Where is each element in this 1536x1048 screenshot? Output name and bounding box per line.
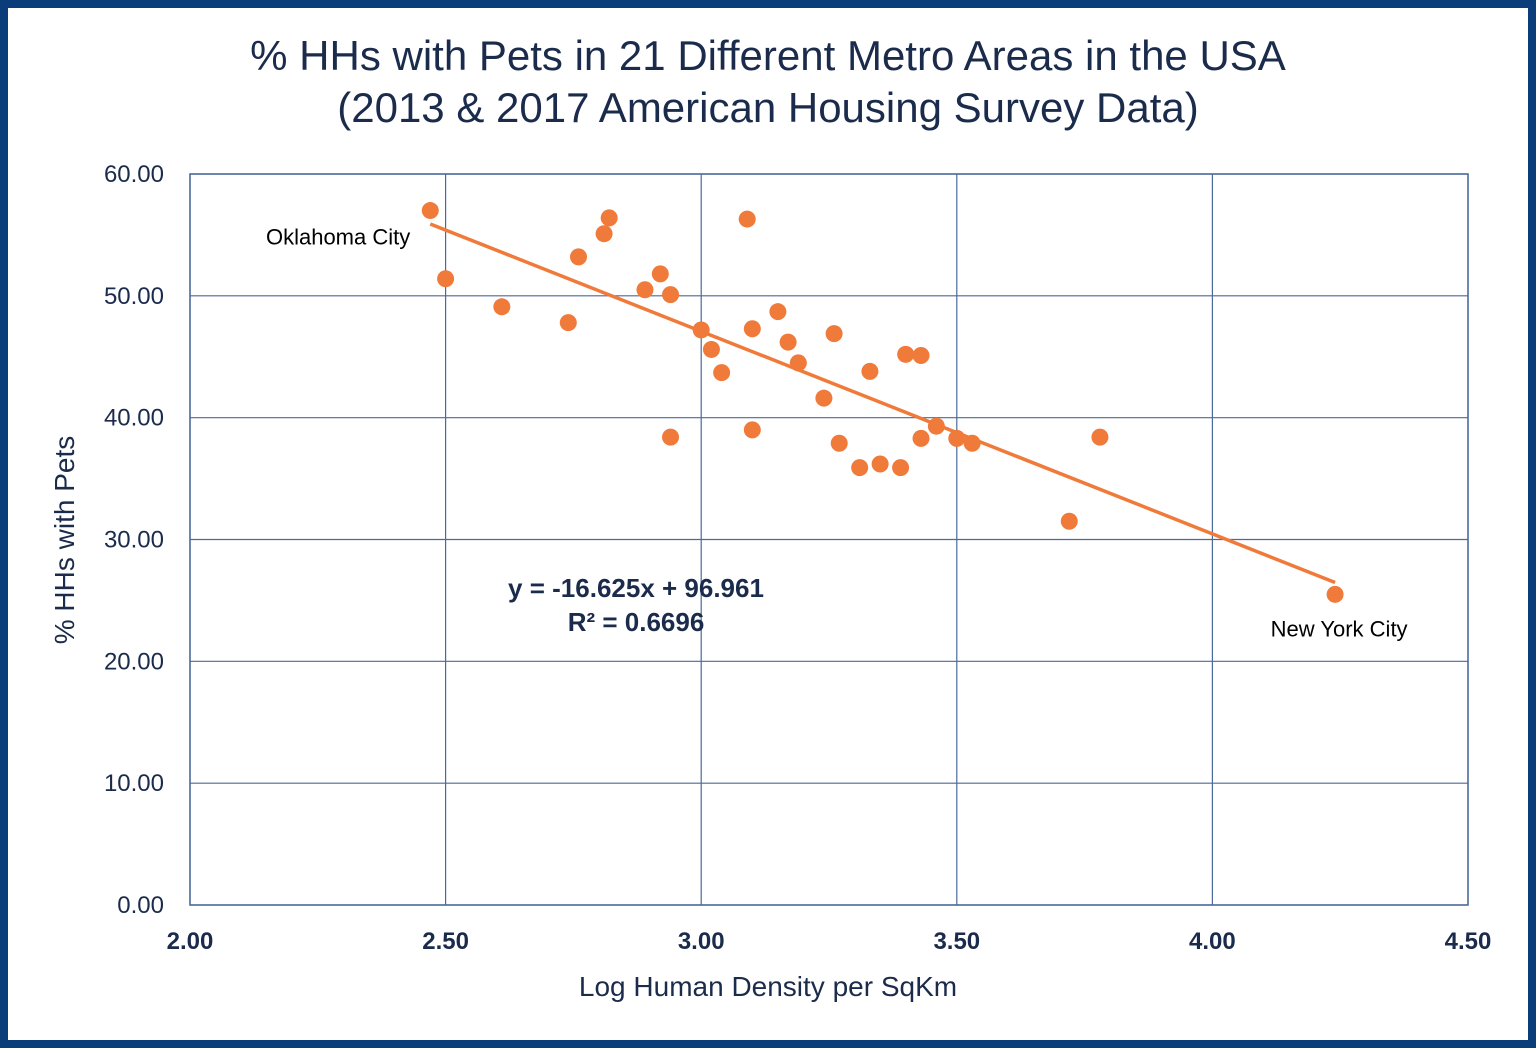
y-tick-label: 20.00 — [104, 648, 164, 675]
data-point — [493, 298, 511, 316]
data-point — [927, 417, 945, 435]
trendline-equation: y = -16.625x + 96.961 — [508, 573, 764, 603]
trendline-r-squared: R² = 0.6696 — [568, 607, 705, 637]
data-point — [789, 354, 807, 372]
data-point — [963, 434, 981, 452]
y-tick-label: 10.00 — [104, 770, 164, 797]
x-tick-label: 4.50 — [1445, 928, 1492, 955]
y-tick-labels: 0.00 10.00 20.00 30.00 40.00 50.00 60.00 — [104, 161, 164, 919]
chart-title-block: % HHs with Pets in 21 Different Metro Ar… — [0, 30, 1536, 134]
x-tick-label: 2.50 — [422, 928, 469, 955]
data-point — [559, 314, 577, 332]
data-point — [1060, 512, 1078, 530]
data-point — [570, 248, 588, 266]
x-tick-label: 3.00 — [678, 928, 725, 955]
y-tick-label: 30.00 — [104, 527, 164, 554]
data-point — [825, 325, 843, 343]
data-point — [421, 202, 439, 220]
data-point — [713, 364, 731, 382]
annotation-label: New York City — [1271, 616, 1408, 641]
x-tick-label: 3.50 — [933, 928, 980, 955]
data-point — [743, 320, 761, 338]
data-point — [692, 321, 710, 339]
data-points — [421, 202, 1344, 603]
y-tick-label: 40.00 — [104, 405, 164, 432]
chart-frame — [8, 8, 1528, 1040]
data-point — [651, 265, 669, 283]
y-axis-label: % HHs with Pets — [49, 436, 80, 645]
chart-title: % HHs with Pets in 21 Different Metro Ar… — [250, 32, 1286, 79]
x-tick-label: 2.00 — [167, 928, 214, 955]
data-point — [912, 429, 930, 447]
y-tick-label: 50.00 — [104, 283, 164, 310]
chart-subtitle: (2013 & 2017 American Housing Survey Dat… — [337, 84, 1199, 131]
data-point — [769, 303, 787, 321]
data-point — [600, 209, 618, 227]
data-point — [437, 270, 455, 288]
data-point — [702, 340, 720, 358]
data-point — [738, 210, 756, 228]
point-annotations: Oklahoma City New York City — [266, 225, 1408, 642]
data-point — [1091, 428, 1109, 446]
data-point — [861, 362, 879, 380]
annotation-label: Oklahoma City — [266, 225, 410, 250]
data-point — [871, 455, 889, 473]
data-point — [897, 345, 915, 363]
x-axis-label: Log Human Density per SqKm — [579, 971, 957, 1002]
data-point — [743, 421, 761, 439]
data-point — [595, 225, 613, 243]
y-tick-label: 60.00 — [104, 161, 164, 188]
data-point — [1326, 585, 1344, 603]
data-point — [662, 428, 680, 446]
data-point — [851, 459, 869, 477]
data-point — [948, 429, 966, 447]
x-tick-labels: 2.00 2.50 3.00 3.50 4.00 4.50 — [167, 928, 1492, 955]
data-point — [815, 389, 833, 407]
data-point — [636, 281, 654, 299]
trendline — [429, 222, 1336, 585]
data-point — [779, 333, 797, 351]
data-point — [892, 459, 910, 477]
data-point — [912, 347, 930, 365]
data-point — [830, 434, 848, 452]
grid-lines — [189, 173, 1469, 906]
data-point — [662, 286, 680, 304]
y-tick-label: 0.00 — [117, 892, 164, 919]
x-tick-label: 4.00 — [1189, 928, 1236, 955]
